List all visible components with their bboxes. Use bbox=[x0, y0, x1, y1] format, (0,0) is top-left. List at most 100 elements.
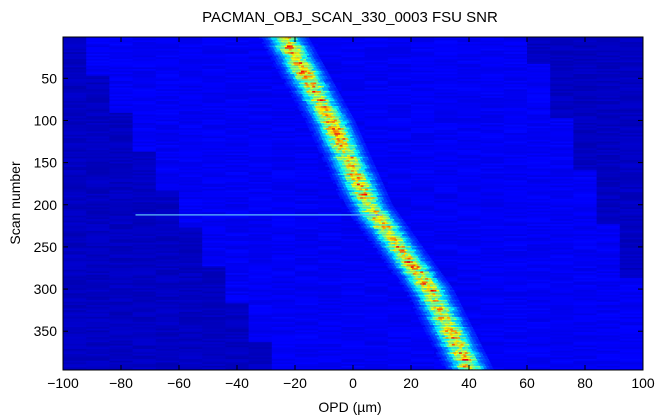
background-cell bbox=[271, 82, 296, 85]
background-cell bbox=[527, 183, 551, 186]
background-cell bbox=[179, 97, 203, 100]
background-cell bbox=[132, 190, 157, 193]
fringe-cell bbox=[326, 128, 330, 131]
fringe-cell bbox=[351, 151, 355, 154]
fringe-cell bbox=[363, 171, 367, 175]
background-cell bbox=[202, 217, 226, 220]
fringe-cell bbox=[314, 134, 319, 137]
background-cell bbox=[179, 77, 203, 80]
fringe-cell bbox=[361, 187, 365, 190]
fringe-cell bbox=[362, 176, 366, 180]
background-cell bbox=[457, 202, 482, 205]
fringe-cell bbox=[325, 158, 329, 161]
background-cell bbox=[179, 227, 203, 230]
background-cell bbox=[248, 70, 273, 73]
background-cell bbox=[63, 203, 87, 207]
background-cell bbox=[411, 40, 435, 43]
fringe-cell bbox=[318, 80, 322, 84]
background-cell bbox=[225, 205, 250, 208]
fringe-cell bbox=[317, 116, 321, 119]
background-cell bbox=[202, 42, 226, 45]
background-cell bbox=[295, 133, 319, 136]
background-cell bbox=[225, 210, 250, 213]
background-cell bbox=[527, 160, 551, 163]
background-cell bbox=[225, 160, 250, 163]
background-cell bbox=[550, 192, 574, 195]
fringe-cell bbox=[399, 222, 403, 225]
fringe-cell bbox=[367, 193, 371, 196]
background-cell bbox=[225, 65, 250, 68]
fringe-cell bbox=[316, 124, 320, 127]
fringe-cell bbox=[323, 106, 327, 109]
background-cell bbox=[503, 192, 528, 195]
background-cell bbox=[132, 43, 157, 46]
fringe-cell bbox=[283, 48, 287, 51]
background-cell bbox=[132, 229, 157, 232]
background-cell bbox=[411, 97, 435, 100]
background-cell bbox=[271, 171, 296, 175]
fringe-cell bbox=[349, 148, 354, 151]
background-cell bbox=[503, 227, 528, 230]
fringe-cell bbox=[340, 106, 345, 109]
background-cell bbox=[573, 87, 598, 90]
background-cell bbox=[573, 215, 598, 218]
background-cell bbox=[550, 131, 574, 134]
background-cell bbox=[295, 148, 319, 151]
fringe-cell bbox=[394, 215, 398, 218]
fringe-cell bbox=[360, 192, 365, 195]
fringe-cell bbox=[336, 158, 341, 161]
background-cell bbox=[596, 143, 621, 146]
background-cell bbox=[527, 124, 551, 127]
background-cell bbox=[179, 70, 203, 73]
background-cell bbox=[179, 165, 203, 168]
background-cell bbox=[411, 192, 435, 195]
background-cell bbox=[503, 124, 528, 127]
background-cell bbox=[411, 90, 435, 94]
fringe-cell bbox=[370, 182, 375, 185]
background-cell bbox=[318, 69, 342, 72]
fringe-cell bbox=[352, 160, 356, 163]
background-cell bbox=[248, 65, 273, 68]
fringe-cell bbox=[344, 117, 349, 121]
background-cell bbox=[411, 165, 435, 168]
background-cell bbox=[596, 195, 621, 198]
background-cell bbox=[202, 116, 226, 119]
background-cell bbox=[596, 156, 621, 159]
fringe-cell bbox=[278, 40, 282, 43]
background-cell bbox=[86, 85, 110, 89]
background-cell bbox=[619, 72, 644, 75]
background-cell bbox=[132, 178, 157, 181]
fringe-cell bbox=[331, 146, 336, 149]
fringe-cell bbox=[340, 141, 345, 144]
background-cell bbox=[318, 65, 342, 68]
fringe-cell bbox=[273, 57, 277, 60]
background-cell bbox=[364, 50, 389, 53]
background-cell bbox=[434, 168, 458, 171]
background-cell bbox=[480, 193, 505, 196]
background-cell bbox=[527, 138, 551, 141]
background-cell bbox=[179, 90, 203, 94]
fringe-cell bbox=[344, 149, 349, 153]
fringe-cell bbox=[366, 198, 371, 202]
background-cell bbox=[225, 55, 250, 58]
fringe-cell bbox=[314, 79, 318, 82]
background-cell bbox=[109, 217, 134, 220]
background-cell bbox=[503, 111, 528, 114]
fringe-cell bbox=[329, 141, 333, 144]
background-cell bbox=[155, 151, 180, 154]
background-cell bbox=[202, 178, 226, 181]
background-cell bbox=[619, 144, 644, 148]
background-cell bbox=[63, 69, 87, 72]
background-cell bbox=[225, 195, 250, 198]
fringe-cell bbox=[313, 87, 317, 90]
background-cell bbox=[271, 124, 296, 127]
background-cell bbox=[202, 219, 226, 222]
background-cell bbox=[457, 155, 482, 158]
background-cell bbox=[109, 190, 134, 193]
fringe-cell bbox=[400, 235, 404, 239]
fringe-cell bbox=[345, 151, 349, 154]
background-cell bbox=[132, 84, 157, 87]
background-cell bbox=[86, 203, 110, 207]
fringe-cell bbox=[350, 163, 355, 166]
background-cell bbox=[341, 60, 366, 63]
